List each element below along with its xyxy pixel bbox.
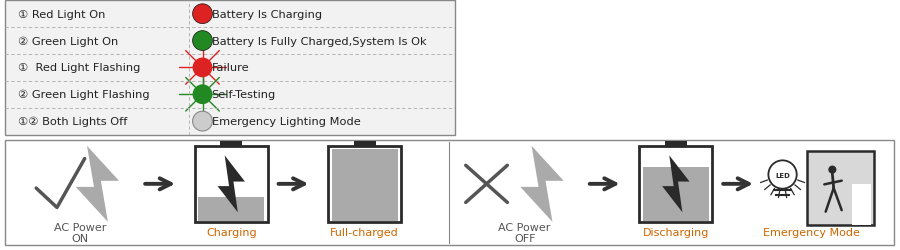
Text: Charging: Charging [206, 228, 256, 237]
FancyBboxPatch shape [665, 141, 687, 146]
Text: AC Power
OFF: AC Power OFF [499, 222, 551, 243]
Ellipse shape [193, 58, 212, 78]
Polygon shape [218, 156, 245, 212]
FancyBboxPatch shape [194, 146, 267, 222]
FancyBboxPatch shape [332, 149, 398, 222]
FancyBboxPatch shape [807, 152, 874, 225]
Polygon shape [662, 156, 689, 212]
Ellipse shape [769, 161, 796, 189]
Polygon shape [520, 146, 563, 222]
Text: AC Power
ON: AC Power ON [54, 222, 106, 243]
Text: Battery Is Fully Charged,System Is Ok: Battery Is Fully Charged,System Is Ok [212, 36, 426, 46]
Text: Discharging: Discharging [643, 228, 709, 237]
FancyBboxPatch shape [354, 141, 375, 146]
Text: ① Red Light On: ① Red Light On [18, 10, 105, 20]
FancyBboxPatch shape [328, 146, 401, 222]
Text: Emergency Mode: Emergency Mode [763, 228, 860, 237]
Text: LED: LED [775, 172, 790, 178]
Text: Emergency Lighting Mode: Emergency Lighting Mode [212, 117, 360, 126]
FancyBboxPatch shape [4, 1, 454, 135]
Ellipse shape [193, 5, 212, 24]
FancyBboxPatch shape [643, 168, 708, 222]
Ellipse shape [193, 112, 212, 132]
FancyBboxPatch shape [220, 141, 242, 146]
Polygon shape [76, 146, 119, 222]
Text: Battery Is Charging: Battery Is Charging [212, 10, 321, 20]
FancyBboxPatch shape [639, 146, 712, 222]
Text: Self-Testing: Self-Testing [212, 90, 275, 100]
FancyBboxPatch shape [4, 140, 894, 245]
FancyBboxPatch shape [198, 198, 264, 222]
Ellipse shape [828, 166, 836, 174]
FancyBboxPatch shape [852, 184, 871, 225]
Ellipse shape [193, 85, 212, 105]
Text: ② Green Light On: ② Green Light On [18, 36, 118, 46]
Text: Failure: Failure [212, 63, 249, 73]
Text: ② Green Light Flashing: ② Green Light Flashing [18, 90, 149, 100]
Ellipse shape [193, 32, 212, 51]
Text: ①  Red Light Flashing: ① Red Light Flashing [18, 63, 140, 73]
Text: ①② Both Lights Off: ①② Both Lights Off [18, 116, 128, 127]
Text: Full-charged: Full-charged [330, 228, 399, 237]
